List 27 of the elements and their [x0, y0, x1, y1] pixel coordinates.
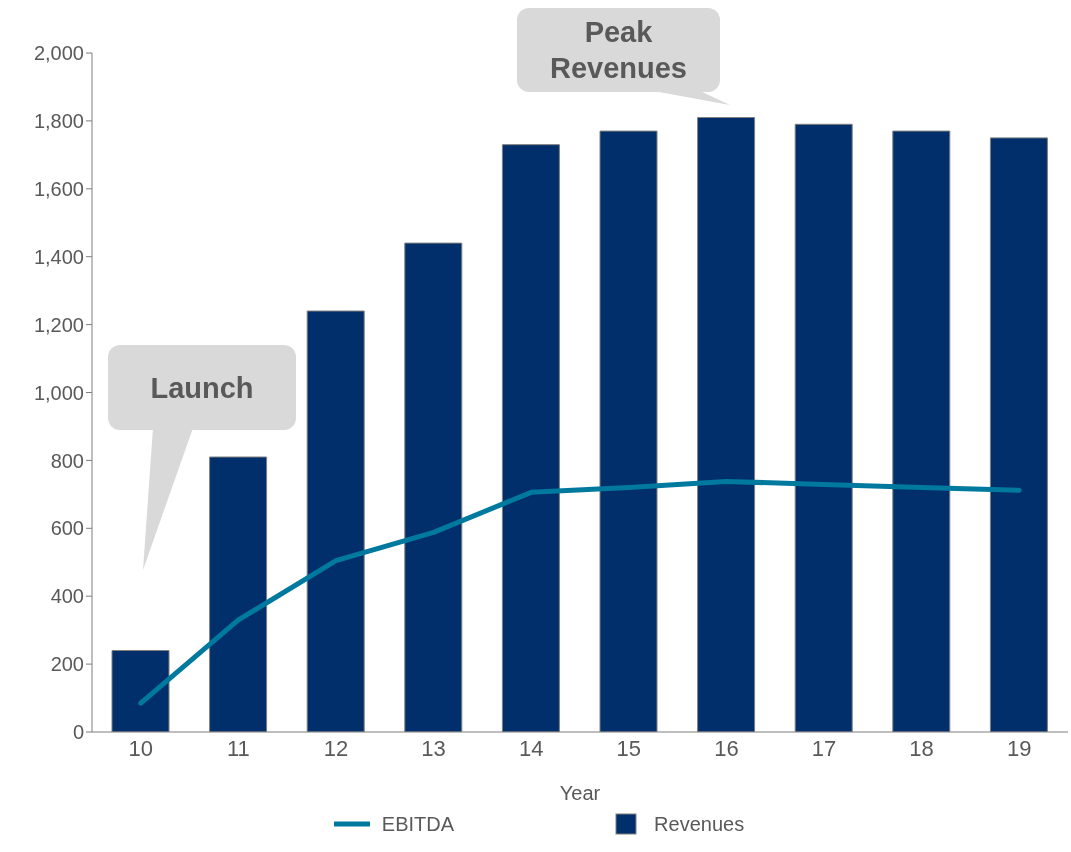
- x-tick-label: 13: [421, 735, 446, 761]
- y-tick-label: 400: [50, 585, 84, 608]
- y-tick-label: 1,000: [33, 381, 84, 404]
- y-tick-label: 800: [50, 449, 84, 472]
- x-tick-label: 10: [128, 735, 154, 761]
- legend-label: Revenues: [654, 812, 745, 836]
- x-tick-label: 15: [616, 735, 642, 761]
- x-tick-label: 19: [1006, 735, 1032, 761]
- x-tick-label: 18: [909, 735, 934, 761]
- x-tick-label: 17: [811, 735, 837, 761]
- x-tick-label: 16: [714, 735, 739, 761]
- annotation: Launch: [150, 371, 254, 404]
- x-tick-label: 14: [518, 735, 544, 761]
- legend-label: EBITDA: [381, 812, 455, 836]
- speech-bubble: Launch: [108, 345, 296, 570]
- y-tick-label: 1,600: [33, 177, 84, 200]
- y-tick-label: 200: [50, 653, 84, 676]
- annotation: Peak Revenues: [549, 16, 688, 84]
- y-tick-label: 0: [72, 721, 84, 744]
- y-tick-label: 1,800: [33, 110, 84, 132]
- y-tick-label: 2,000: [33, 42, 84, 65]
- x-tick-label: 11: [226, 735, 250, 761]
- x-axis-title: Year: [559, 782, 601, 804]
- y-tick-label: 1,400: [33, 245, 84, 268]
- y-tick-label: 600: [50, 517, 84, 540]
- y-tick-label: 1,200: [33, 313, 84, 336]
- x-tick-label: 12: [323, 735, 349, 761]
